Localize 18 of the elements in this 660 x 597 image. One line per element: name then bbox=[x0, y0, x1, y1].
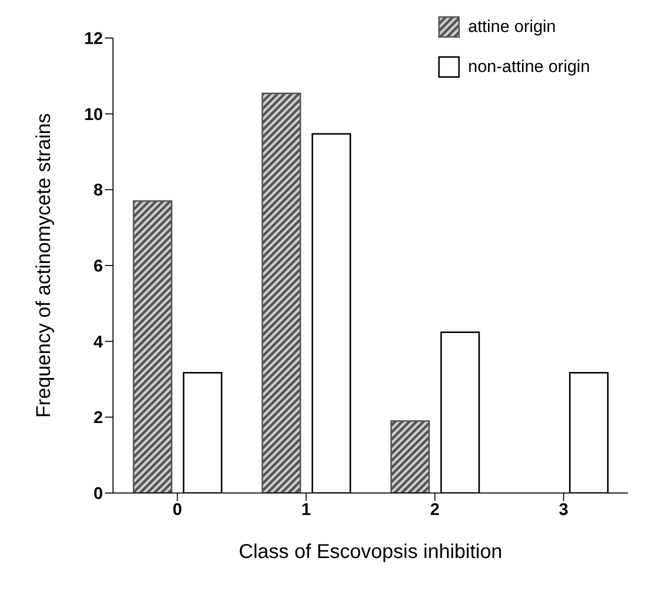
bar bbox=[262, 92, 302, 493]
y-tick-label: 2 bbox=[94, 408, 103, 428]
y-tick-label: 10 bbox=[84, 104, 103, 124]
y-tick-label: 4 bbox=[94, 332, 104, 352]
y-tick-label: 12 bbox=[84, 29, 103, 48]
y-tick-label: 0 bbox=[94, 484, 103, 504]
x-tick-label: 2 bbox=[430, 500, 440, 520]
y-tick-label: 8 bbox=[94, 180, 103, 200]
y-tick-label: 6 bbox=[94, 256, 103, 276]
legend-label: attine origin bbox=[468, 17, 556, 37]
legend-label: non-attine origin bbox=[468, 57, 590, 77]
x-axis-title: Class of Escovopsis inhibition bbox=[238, 541, 502, 563]
bar bbox=[390, 420, 430, 493]
bar bbox=[132, 200, 172, 493]
x-tick-label: 0 bbox=[172, 500, 182, 520]
x-tick-label: 3 bbox=[558, 500, 568, 520]
x-tick-label: 1 bbox=[301, 500, 311, 520]
y-axis-title: Frequency of actinomycete strains bbox=[33, 113, 56, 418]
